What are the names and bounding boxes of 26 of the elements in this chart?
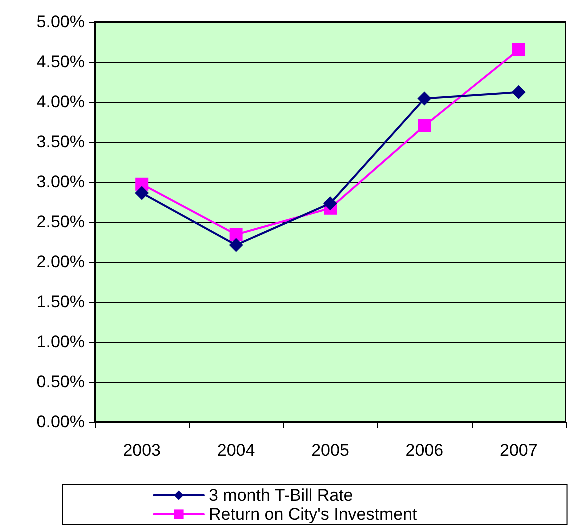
y-tick-label: 5.00% <box>36 12 85 32</box>
x-tick-label: 2004 <box>217 441 256 460</box>
point <box>418 92 432 106</box>
y-tick-label: 0.00% <box>36 412 85 432</box>
y-tick-label: 2.50% <box>36 212 85 232</box>
legend-label: 3 month T-Bill Rate <box>209 486 354 505</box>
point <box>229 238 244 252</box>
x-tick-label: 2007 <box>500 441 538 460</box>
y-tick-label: 2.00% <box>36 252 85 272</box>
point <box>324 196 338 211</box>
y-tick-label: 3.50% <box>36 132 85 152</box>
point <box>418 120 432 132</box>
y-tick-label: 1.50% <box>36 292 85 312</box>
y-tick-label: 4.00% <box>36 92 85 112</box>
point <box>512 85 526 100</box>
x-tick-label: 2003 <box>123 441 162 460</box>
y-tick-label: 3.00% <box>36 172 85 192</box>
point <box>512 44 526 56</box>
y-tick-label: 0.50% <box>36 372 85 392</box>
y-tick-label: 1.00% <box>36 332 85 352</box>
legend-label: Return on City's Investment <box>209 505 418 524</box>
y-tick-label: 4.50% <box>36 52 85 72</box>
point <box>135 186 150 200</box>
x-tick-label: 2005 <box>312 441 350 460</box>
x-tick-label: 2006 <box>406 441 444 460</box>
point <box>230 228 243 242</box>
